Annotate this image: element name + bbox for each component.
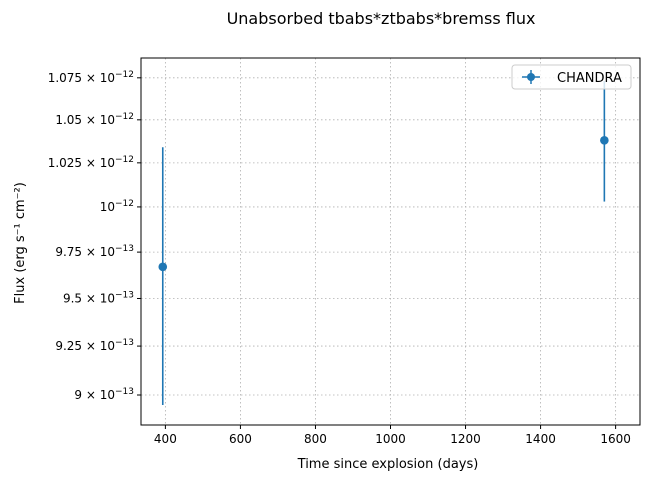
y-tick-label: 9.25 × 10−13 — [55, 338, 134, 353]
x-tick-label: 1400 — [525, 432, 556, 446]
data-marks — [158, 81, 609, 405]
x-tick-label: 1000 — [375, 432, 406, 446]
y-tick-label: 1.025 × 10−12 — [48, 155, 134, 170]
y-tick-label: 1.075 × 10−12 — [48, 70, 134, 85]
y-axis-label: Flux (erg s⁻¹ cm⁻²) — [13, 182, 28, 304]
y-tick-label: 9.75 × 10−13 — [55, 244, 134, 259]
grid-lines — [141, 58, 640, 425]
x-axis-ticks: 400 600 800 1000 1200 1400 1600 — [154, 425, 631, 446]
data-point — [158, 262, 168, 272]
plot-frame — [140, 57, 641, 426]
legend-box — [511, 64, 632, 90]
x-tick-label: 800 — [304, 432, 327, 446]
y-tick-label: 9.5 × 10−13 — [63, 290, 134, 305]
legend-point-marker — [527, 73, 535, 81]
x-tick-label: 600 — [229, 432, 252, 446]
y-tick-label: 10−12 — [100, 199, 134, 214]
legend: CHANDRA — [511, 64, 632, 90]
y-axis-ticks: 9 × 10−13 9.25 × 10−13 9.5 × 10−13 9.75 × 1… — [48, 70, 141, 402]
x-axis-label: Time since explosion (days) — [297, 457, 479, 472]
x-tick-label: 400 — [154, 432, 177, 446]
y-tick-label: 9 × 10−13 — [74, 387, 134, 402]
data-point — [600, 136, 609, 145]
y-tick-label: 1.05 × 10−12 — [55, 112, 134, 127]
x-tick-label: 1600 — [600, 432, 631, 446]
chart-title: Unabsorbed tbabs*ztbabs*bremss flux — [227, 9, 536, 28]
legend-label-chandra: CHANDRA — [557, 71, 622, 86]
x-tick-label: 1200 — [450, 432, 481, 446]
